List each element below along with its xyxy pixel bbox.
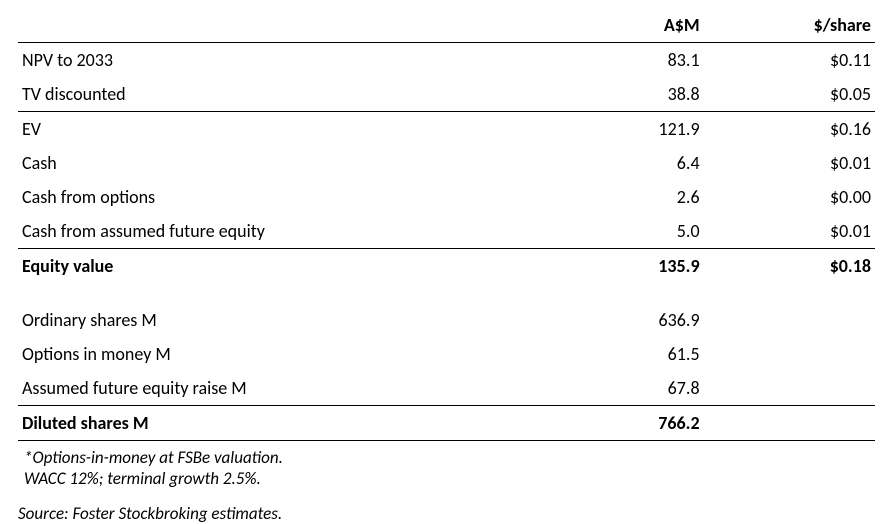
table-row: TV discounted 38.8 $0.05 xyxy=(18,77,875,112)
table-row: Ordinary shares M 636.9 xyxy=(18,303,875,337)
table-row: EV 121.9 $0.16 xyxy=(18,112,875,147)
header-col1: A$M xyxy=(532,8,703,43)
row-label: Options in money M xyxy=(18,337,532,371)
row-value: 5.0 xyxy=(532,214,703,249)
row-label: Cash xyxy=(18,146,532,180)
row-value: $0.18 xyxy=(704,249,875,284)
row-value: 2.6 xyxy=(532,180,703,214)
row-label: Ordinary shares M xyxy=(18,303,532,337)
row-value: $0.16 xyxy=(704,112,875,147)
row-value: $0.01 xyxy=(704,146,875,180)
row-value xyxy=(704,337,875,371)
row-value: $0.00 xyxy=(704,180,875,214)
row-value: 121.9 xyxy=(532,112,703,147)
spacer-row xyxy=(18,283,875,303)
row-value: 6.4 xyxy=(532,146,703,180)
header-label xyxy=(18,8,532,43)
footnotes: *Options-in-money at FSBe valuation. WAC… xyxy=(18,447,875,489)
footnote-line: WACC 12%; terminal growth 2.5%. xyxy=(24,468,875,489)
valuation-table: A$M $/share NPV to 2033 83.1 $0.11 TV di… xyxy=(18,8,875,441)
row-value: 83.1 xyxy=(532,43,703,78)
row-value: $0.11 xyxy=(704,43,875,78)
header-row: A$M $/share xyxy=(18,8,875,43)
table-row: Cash 6.4 $0.01 xyxy=(18,146,875,180)
row-label: NPV to 2033 xyxy=(18,43,532,78)
source-line: Source: Foster Stockbroking estimates. xyxy=(18,503,875,524)
table-row: NPV to 2033 83.1 $0.11 xyxy=(18,43,875,78)
table-row: Assumed future equity raise M 67.8 xyxy=(18,371,875,406)
row-label: EV xyxy=(18,112,532,147)
table-row: Cash from options 2.6 $0.00 xyxy=(18,180,875,214)
table-row: Cash from assumed future equity 5.0 $0.0… xyxy=(18,214,875,249)
row-label: Diluted shares M xyxy=(18,406,532,441)
header-col2: $/share xyxy=(704,8,875,43)
footnote-line: *Options-in-money at FSBe valuation. xyxy=(24,447,875,468)
row-label: Cash from assumed future equity xyxy=(18,214,532,249)
row-value: 766.2 xyxy=(532,406,703,441)
row-value xyxy=(704,303,875,337)
diluted-shares-row: Diluted shares M 766.2 xyxy=(18,406,875,441)
row-value: 61.5 xyxy=(532,337,703,371)
row-value: 636.9 xyxy=(532,303,703,337)
table-row: Options in money M 61.5 xyxy=(18,337,875,371)
row-label: TV discounted xyxy=(18,77,532,112)
row-value: $0.01 xyxy=(704,214,875,249)
row-label: Cash from options xyxy=(18,180,532,214)
row-value: 135.9 xyxy=(532,249,703,284)
equity-value-row: Equity value 135.9 $0.18 xyxy=(18,249,875,284)
row-value xyxy=(704,406,875,441)
row-value xyxy=(704,371,875,406)
row-label: Equity value xyxy=(18,249,532,284)
row-label: Assumed future equity raise M xyxy=(18,371,532,406)
row-value: 38.8 xyxy=(532,77,703,112)
row-value: $0.05 xyxy=(704,77,875,112)
row-value: 67.8 xyxy=(532,371,703,406)
